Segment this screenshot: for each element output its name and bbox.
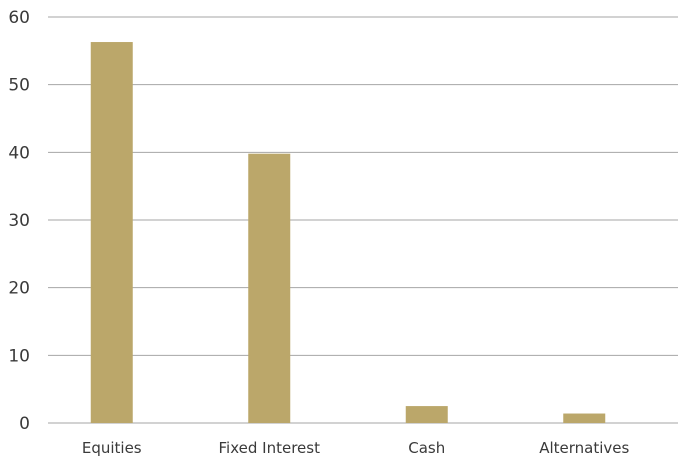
y-tick-label: 0 (19, 414, 30, 434)
y-tick-label: 20 (8, 279, 30, 299)
grid-lines (48, 16, 678, 424)
bar-cash (405, 406, 448, 423)
x-axis-category-labels: Equities Fixed Interest Cash Alternatives (82, 439, 630, 457)
y-axis-tick-labels: 0 10 20 30 40 50 60 (8, 8, 30, 434)
x-category-label: Equities (82, 439, 142, 457)
y-tick-label: 40 (8, 143, 30, 163)
x-category-label: Fixed Interest (219, 439, 321, 457)
bars (90, 42, 606, 424)
y-tick-label: 30 (8, 211, 30, 231)
bar-equities (90, 42, 133, 423)
bar-alternatives (563, 413, 606, 423)
y-tick-label: 10 (8, 346, 30, 366)
y-tick-label: 60 (8, 8, 30, 28)
bar-fixed-interest (248, 153, 291, 424)
x-category-label: Alternatives (539, 439, 629, 457)
x-category-label: Cash (408, 439, 445, 457)
y-tick-label: 50 (8, 76, 30, 96)
